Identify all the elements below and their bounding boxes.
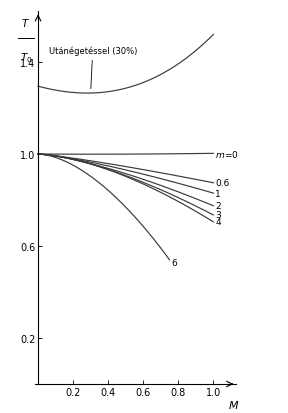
Text: 1: 1 [215, 189, 221, 198]
Text: 3: 3 [215, 211, 221, 220]
Text: $T_0$: $T_0$ [20, 51, 32, 65]
Text: 0.6: 0.6 [215, 179, 230, 188]
Text: $T$: $T$ [21, 17, 30, 28]
Text: $M$: $M$ [228, 398, 239, 410]
Text: Utánégetéssel (30%): Utánégetéssel (30%) [49, 46, 137, 90]
Text: $m\!=\!0$: $m\!=\!0$ [215, 148, 239, 159]
Text: 2: 2 [215, 202, 221, 211]
Text: 4: 4 [215, 218, 221, 227]
Text: 6: 6 [171, 258, 177, 267]
